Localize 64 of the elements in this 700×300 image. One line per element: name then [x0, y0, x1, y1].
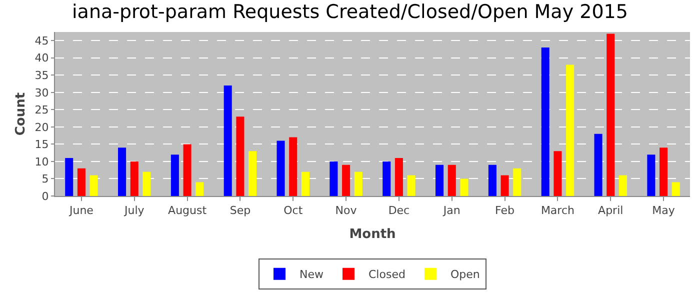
bar: [289, 137, 298, 196]
y-tick-label: 25: [34, 104, 49, 117]
x-tick-label: May: [652, 204, 676, 218]
bar: [488, 164, 496, 196]
x-tick-label: Jan: [442, 204, 460, 218]
y-tick-label: 5: [42, 172, 49, 186]
bar: [354, 172, 362, 196]
bar: [276, 140, 285, 196]
x-tick-label: March: [540, 204, 574, 218]
bar: [248, 151, 257, 196]
bar: [382, 161, 391, 196]
bar: [90, 175, 98, 196]
bar: [224, 86, 232, 196]
bar: [236, 116, 244, 196]
bar: [196, 182, 204, 196]
x-tick-label: April: [598, 204, 624, 218]
bar: [513, 168, 522, 196]
bar: [142, 172, 151, 196]
legend-label: New: [300, 268, 324, 282]
bar: [77, 168, 86, 196]
bar: [448, 164, 456, 196]
bar: [660, 148, 668, 196]
bar: [170, 154, 179, 196]
bar: [541, 48, 550, 196]
bar: [183, 144, 192, 196]
bar: [342, 164, 350, 196]
x-tick-label: Oct: [284, 204, 304, 218]
x-tick-label: Sep: [230, 204, 251, 218]
bar: [460, 178, 468, 196]
y-tick-label: 35: [34, 69, 49, 82]
x-tick-label: Nov: [335, 204, 358, 218]
y-tick-label: 30: [34, 86, 49, 100]
y-tick-label: 45: [34, 34, 49, 48]
x-tick-label: August: [168, 204, 208, 218]
bar: [65, 158, 74, 196]
bar: [618, 175, 627, 196]
bar: [130, 161, 138, 196]
y-tick-label: 20: [34, 120, 49, 134]
bar: [672, 182, 680, 196]
x-tick-label: June: [68, 204, 94, 218]
bar: [647, 154, 656, 196]
legend-label: Open: [450, 268, 480, 282]
bar: [606, 34, 615, 196]
y-tick-label: 40: [34, 52, 49, 65]
bar: [301, 172, 310, 196]
y-tick-label: 0: [42, 190, 49, 203]
bar: [500, 175, 509, 196]
y-axis-title: Count: [14, 92, 29, 136]
legend-label: Closed: [368, 268, 406, 282]
y-tick-label: 10: [34, 155, 49, 168]
x-tick-label: Feb: [495, 204, 515, 218]
x-axis-title: Month: [349, 226, 396, 242]
bar: [554, 151, 562, 196]
chart-title: iana-prot-param Requests Created/Closed/Open May 2015: [72, 0, 628, 23]
x-tick-label: Dec: [388, 204, 410, 218]
bar: [594, 134, 602, 196]
x-tick-label: July: [123, 204, 145, 218]
bar: [394, 158, 403, 196]
y-tick-label: 15: [34, 138, 49, 152]
bar: [407, 175, 416, 196]
bar: [566, 64, 574, 196]
bar: [118, 148, 126, 196]
bar: [330, 161, 338, 196]
bar: [436, 164, 444, 196]
